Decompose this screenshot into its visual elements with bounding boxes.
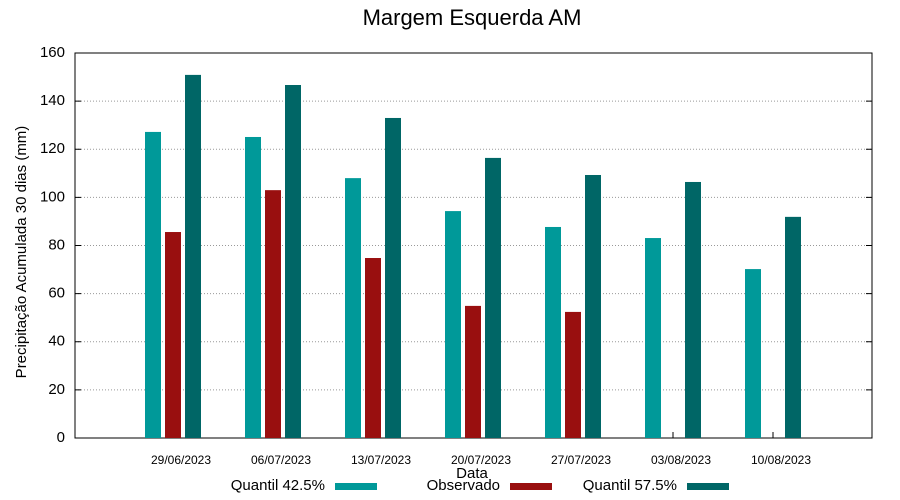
x-axis-label: Data: [456, 465, 488, 482]
legend-label: Quantil 42.5%: [231, 477, 325, 494]
y-tick-label: 120: [40, 140, 65, 157]
y-tick-label: 160: [40, 44, 65, 61]
y-tick-label: 0: [57, 429, 65, 446]
bar: [545, 226, 561, 438]
bar: [645, 238, 661, 438]
bar: [245, 136, 261, 438]
x-tick-label: 27/07/2023: [551, 453, 611, 467]
x-tick-label: 29/06/2023: [151, 453, 211, 467]
bar: [385, 117, 401, 438]
y-tick-label: 100: [40, 188, 65, 205]
legend-swatch: [687, 483, 729, 490]
bar: [185, 74, 201, 438]
bar: [145, 131, 161, 439]
bar: [565, 311, 581, 438]
y-tick-label: 140: [40, 92, 65, 109]
y-tick-label: 20: [48, 381, 65, 398]
bar: [785, 216, 801, 438]
bar: [465, 305, 481, 438]
bar: [745, 269, 761, 438]
y-tick-label: 80: [48, 236, 65, 253]
legend-swatch: [510, 483, 552, 490]
x-tick-label: 20/07/2023: [451, 453, 511, 467]
bar: [365, 258, 381, 438]
y-axis-label: Precipitação Acumulada 30 dias (mm): [13, 126, 30, 379]
bar: [485, 157, 501, 438]
legend-label: Quantil 57.5%: [583, 477, 677, 494]
x-tick-label: 03/08/2023: [651, 453, 711, 467]
x-tick-label: 10/08/2023: [751, 453, 811, 467]
y-tick-label: 60: [48, 285, 65, 302]
bar: [345, 178, 361, 438]
bar: [285, 85, 301, 439]
x-tick-label: 06/07/2023: [251, 453, 311, 467]
legend-label: Observado: [427, 477, 500, 494]
chart-title: Margem Esquerda AM: [363, 5, 582, 30]
bar: [585, 174, 601, 438]
bar: [265, 190, 281, 438]
bar: [685, 181, 701, 438]
bar: [165, 232, 181, 438]
y-tick-label: 40: [48, 333, 65, 350]
legend-swatch: [335, 483, 377, 490]
x-tick-label: 13/07/2023: [351, 453, 411, 467]
bar: [445, 211, 461, 438]
